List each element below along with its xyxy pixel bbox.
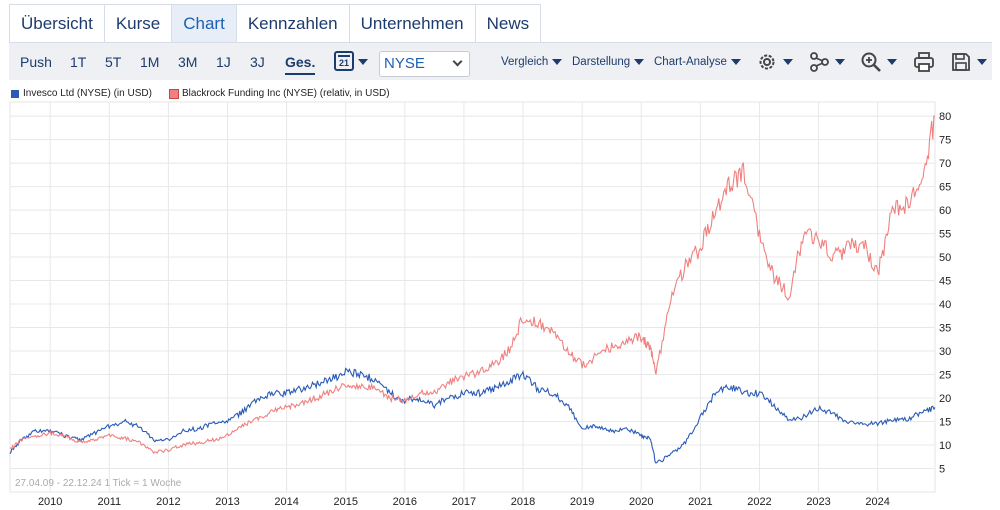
x-tick-label: 2019 [570, 496, 594, 508]
tab-uebersicht[interactable]: Übersicht [10, 5, 105, 42]
tab-unternehmen[interactable]: Unternehmen [349, 5, 476, 42]
period-1t[interactable]: 1T [70, 54, 87, 70]
x-tick-label: 2015 [333, 496, 357, 508]
period-1m[interactable]: 1M [140, 54, 160, 70]
period-3j[interactable]: 3J [250, 54, 265, 70]
legend-item-invesco[interactable]: Invesco Ltd (NYSE) (in USD) [11, 88, 152, 99]
caret-down-icon [835, 59, 845, 65]
y-tick-label: 65 [939, 182, 951, 194]
y-tick-label: 55 [939, 229, 951, 241]
chart-analyse-menu-label: Chart-Analyse [654, 56, 727, 68]
caret-down-icon [977, 59, 987, 65]
zoom-button[interactable] [860, 49, 897, 75]
series-line-blackrock [10, 115, 935, 455]
calendar-day: 21 [338, 58, 349, 68]
chart-analyse-menu[interactable]: Chart-Analyse [654, 43, 741, 81]
series-line-invesco [9, 367, 936, 464]
settings-button[interactable] [756, 49, 793, 75]
period-ges[interactable]: Ges. [285, 43, 316, 81]
period-5t[interactable]: 5T [105, 54, 122, 70]
calendar-caret-icon[interactable] [358, 59, 368, 65]
caret-down-icon [552, 59, 563, 65]
y-tick-label: 70 [939, 158, 951, 170]
x-tick-label: 2018 [511, 496, 535, 508]
darstellung-menu[interactable]: Darstellung [572, 43, 645, 81]
vergleich-menu-label: Vergleich [501, 56, 549, 68]
y-tick-label: 80 [939, 111, 951, 123]
x-tick-label: 2014 [274, 496, 298, 508]
caret-down-icon [730, 59, 741, 65]
save-icon [952, 53, 970, 71]
darstellung-menu-label: Darstellung [572, 56, 631, 68]
zoom-in-icon [861, 52, 881, 72]
chart-toolbar: Push 1T 5T 1M 3M 1J 3J Ges. 21 NYSE Verg… [9, 42, 992, 80]
y-tick-label: 45 [939, 276, 951, 288]
x-tick-label: 2013 [215, 496, 239, 508]
caret-down-icon [634, 59, 645, 65]
plot-area [9, 101, 936, 493]
y-tick-label: 60 [939, 205, 951, 217]
period-push[interactable]: Push [20, 54, 52, 70]
tab-kurse[interactable]: Kurse [104, 5, 173, 42]
indicators-icon [810, 52, 829, 72]
x-tick-label: 2017 [452, 496, 476, 508]
y-tick-label: 35 [939, 323, 951, 335]
exchange-select[interactable]: NYSE [379, 51, 470, 77]
legend-label-invesco: Invesco Ltd (NYSE) (in USD) [23, 88, 152, 99]
period-1j[interactable]: 1J [216, 54, 231, 70]
x-tick-label: 2022 [747, 496, 771, 508]
x-tick-label: 2021 [688, 496, 712, 508]
x-tick-label: 2012 [156, 496, 180, 508]
legend-swatch-invesco [11, 89, 19, 98]
y-tick-label: 15 [939, 417, 951, 429]
y-tick-label: 5 [939, 464, 945, 476]
y-tick-label: 20 [939, 393, 951, 405]
x-tick-label: 2024 [865, 496, 889, 508]
x-tick-label: 2023 [806, 496, 830, 508]
x-tick-label: 2020 [629, 496, 653, 508]
range-note: 27.04.09 - 22.12.24 1 Tick = 1 Woche [15, 478, 182, 489]
x-tick-label: 2016 [393, 496, 417, 508]
tab-chart[interactable]: Chart [172, 5, 237, 42]
x-tick-label: 2011 [97, 496, 121, 508]
y-tick-label: 50 [939, 252, 951, 264]
y-tick-label: 10 [939, 440, 951, 452]
vergleich-menu[interactable]: Vergleich [501, 43, 563, 81]
y-tick-label: 30 [939, 346, 951, 358]
print-icon [914, 52, 934, 72]
indicators-button[interactable] [808, 49, 845, 75]
caret-down-icon [783, 59, 793, 65]
y-tick-label: 40 [939, 299, 951, 311]
print-button[interactable] [913, 49, 935, 75]
calendar-icon[interactable]: 21 [334, 51, 354, 71]
y-tick-label: 75 [939, 135, 951, 147]
settings-gear-icon [759, 54, 775, 70]
x-tick-label: 2010 [38, 496, 62, 508]
legend-swatch-blackrock [168, 88, 179, 99]
tab-news[interactable]: News [475, 5, 541, 42]
caret-down-icon [887, 59, 897, 65]
tab-kennzahlen[interactable]: Kennzahlen [236, 5, 350, 42]
exchange-select-value: NYSE [384, 55, 425, 72]
legend-label-blackrock: Blackrock Funding Inc (NYSE) (relativ, i… [181, 88, 390, 99]
quote-tabs: Übersicht Kurse Chart Kennzahlen Unterne… [9, 4, 542, 42]
chart-legend: Invesco Ltd (NYSE) (in USD) Blackrock Fu… [11, 88, 390, 99]
period-3m[interactable]: 3M [178, 54, 198, 70]
legend-item-blackrock[interactable]: Blackrock Funding Inc (NYSE) (relativ, i… [168, 88, 390, 99]
save-button[interactable] [950, 49, 987, 75]
y-tick-label: 25 [939, 370, 951, 382]
